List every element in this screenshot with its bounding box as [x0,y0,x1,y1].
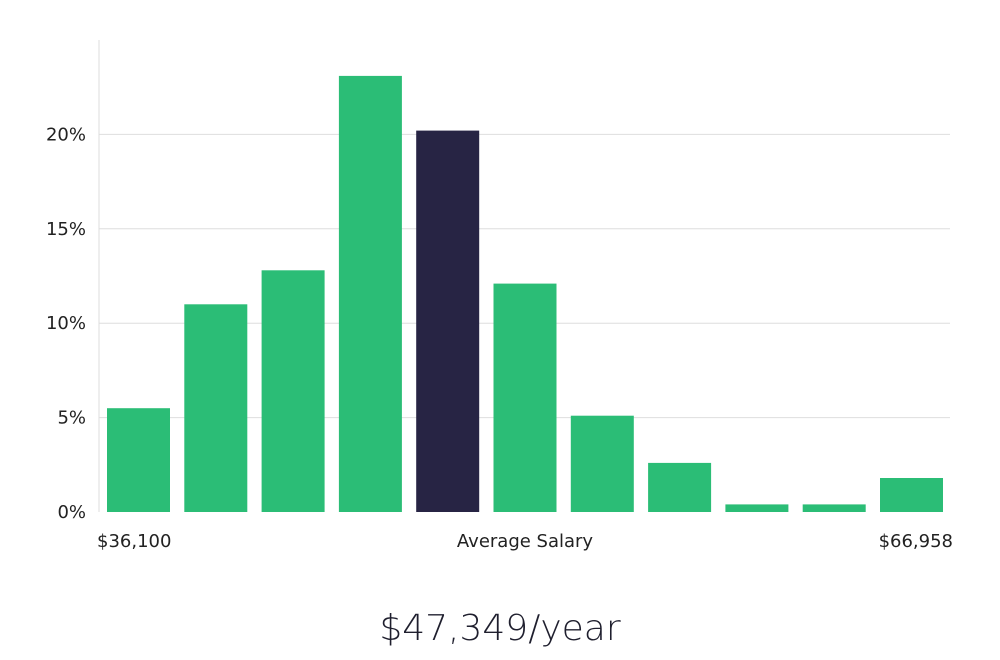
bar [338,75,402,513]
bar [107,408,170,512]
y-tick-label: 15% [46,219,86,240]
y-tick-label: 20% [46,124,86,145]
x-axis-title: Average Salary [457,531,594,552]
bar [725,504,789,512]
average-salary-value: $47,349/year [379,608,621,649]
bars [107,75,943,513]
x-axis-max-label: $66,958 [879,531,953,552]
y-tick-label: 0% [57,502,86,523]
bar [880,478,943,512]
bar [493,283,557,512]
bar [648,462,712,512]
y-axis-ticks: 0% 5% 10% 15% 20% [46,124,86,523]
y-tick-label: 10% [46,313,86,334]
bar [802,504,866,512]
bar [570,415,634,512]
y-tick-label: 5% [57,408,86,429]
x-axis-min-label: $36,100 [97,531,171,552]
bar [261,270,325,512]
bar [184,304,248,512]
bar-highlighted [416,130,480,512]
